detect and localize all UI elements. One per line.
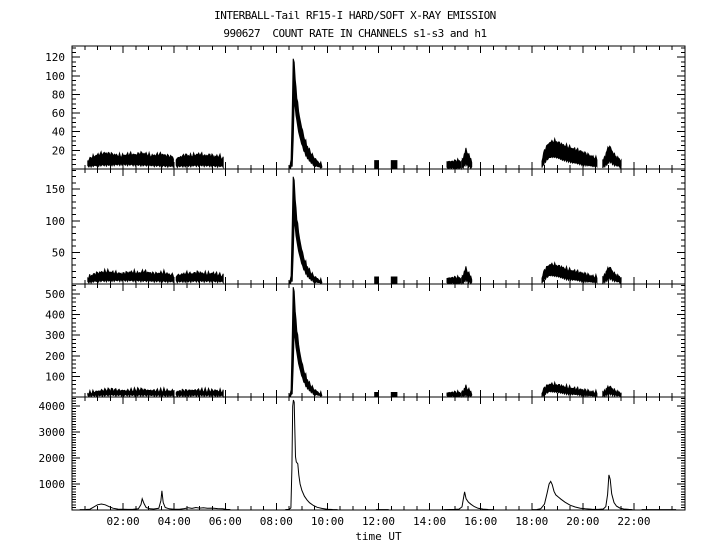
trace-line-h1 [285, 399, 338, 511]
xtick-label: 18:00 [515, 515, 548, 528]
trace-band-s3 [175, 386, 224, 399]
trace-line-h1 [79, 490, 231, 511]
panel-h1: 1000 2000 3000 4000 [39, 396, 686, 511]
trace-band-s2 [289, 176, 323, 285]
trace-band-s2 [175, 269, 224, 285]
trace-band-s1 [446, 157, 462, 171]
trace-band-s2 [374, 276, 379, 284]
xtick-label: 14:00 [413, 515, 446, 528]
ytick-label-s3: 200 [45, 350, 65, 363]
trace-band-s1 [390, 160, 398, 169]
trace-band-s3 [541, 380, 598, 398]
xtick-label: 04:00 [158, 515, 191, 528]
ytick-label-s2: 50 [52, 246, 65, 259]
trace-band-s3 [602, 384, 622, 398]
trace-band-s2 [390, 276, 398, 284]
trace-band-s2 [446, 274, 462, 286]
trace-band-s1 [541, 136, 598, 168]
xtick-label: 12:00 [362, 515, 395, 528]
trace-band-s2 [602, 265, 622, 285]
xtick-label: 22:00 [617, 515, 650, 528]
trace-band-s3 [289, 286, 323, 398]
panel-s3: 100 200 300 400 500 [45, 283, 686, 399]
ytick-label-h1: 1000 [39, 478, 66, 491]
ytick-label-s3: 100 [45, 370, 65, 383]
trace-band-s3 [87, 386, 174, 399]
trace-line-h1 [531, 474, 633, 511]
ytick-label-s3: 400 [45, 309, 65, 322]
ytick-label-h1: 2000 [39, 452, 66, 465]
xtick-label: 06:00 [209, 515, 242, 528]
trace-band-s1 [289, 58, 323, 170]
trace-line-h1 [443, 491, 494, 511]
trace-band-s1 [87, 150, 174, 169]
ytick-label-s1: 80 [52, 88, 65, 101]
trace-band-s3 [374, 392, 379, 397]
ytick-label-s1: 100 [45, 70, 65, 83]
trace-band-s1 [374, 160, 379, 169]
xtick-label: 10:00 [311, 515, 344, 528]
ytick-label-s1: 120 [45, 51, 65, 64]
ytick-label-s3: 500 [45, 288, 65, 301]
xtick-label: 02:00 [107, 515, 140, 528]
trace-band-s3 [390, 392, 398, 397]
xtick-label: 16:00 [464, 515, 497, 528]
panel-s1: 20 40 60 80 100 120 [45, 45, 686, 171]
panel-s2: 50 100 150 [45, 168, 686, 286]
ytick-label-s3: 300 [45, 329, 65, 342]
trace-band-s3 [461, 384, 473, 398]
trace-band-s2 [541, 261, 598, 284]
xtick-label: 20:00 [566, 515, 599, 528]
chart-title: INTERBALL-Tail RF15-I HARD/SOFT X-RAY EM… [214, 9, 496, 22]
ytick-label-s1: 20 [52, 144, 65, 157]
x-axis-labels: 02:00 04:00 06:00 08:00 10:00 12:00 14:00 16:00… [107, 515, 651, 543]
trace-band-s2 [87, 267, 174, 285]
ytick-label-s1: 60 [52, 107, 65, 120]
trace-band-s1 [175, 151, 224, 170]
ytick-label-h1: 4000 [39, 400, 66, 413]
ytick-label-s2: 150 [45, 183, 65, 196]
trace-band-s3 [446, 389, 462, 399]
ytick-label-h1: 3000 [39, 426, 66, 439]
xtick-label: 08:00 [260, 515, 293, 528]
trace-band-s2 [461, 266, 473, 285]
chart-subtitle: 990627 COUNT RATE IN CHANNELS s1-s3 and … [223, 27, 487, 40]
trace-band-s1 [461, 147, 473, 170]
ytick-label-s1: 40 [52, 126, 65, 139]
x-axis-title: time UT [355, 530, 402, 543]
trace-band-s1 [602, 145, 622, 169]
ytick-label-s2: 100 [45, 215, 65, 228]
